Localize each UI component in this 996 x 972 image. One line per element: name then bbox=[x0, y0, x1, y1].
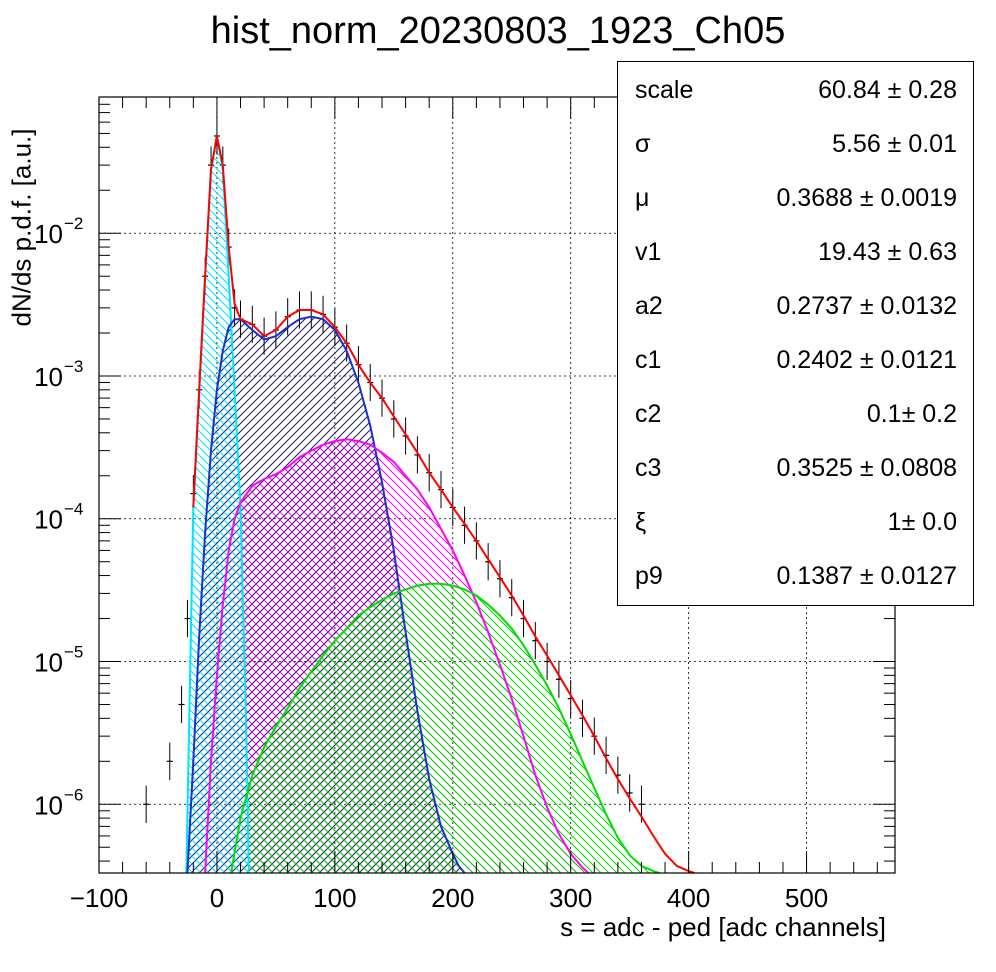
y-tick-label: 10 bbox=[34, 648, 63, 678]
stat-name: p9 bbox=[635, 562, 663, 590]
stat-row: a2 0.2737 ± 0.0132 bbox=[618, 278, 973, 332]
y-tick-exponent: −2 bbox=[64, 214, 83, 233]
y-tick-exponent: −3 bbox=[64, 357, 83, 376]
one-pe-curve bbox=[186, 315, 466, 874]
stat-value: 0.1± 0.2 bbox=[866, 400, 957, 428]
stat-row: v1 19.43 ± 0.63 bbox=[618, 224, 973, 278]
y-tick-label: 10 bbox=[34, 362, 63, 392]
stat-row: p9 0.1387 ± 0.0127 bbox=[618, 548, 973, 602]
stat-value: 0.2402 ± 0.0121 bbox=[776, 346, 957, 374]
stat-row: σ 5.56 ± 0.01 bbox=[618, 116, 973, 170]
y-tick-exponent: −6 bbox=[64, 785, 83, 804]
stat-value: 0.1387 ± 0.0127 bbox=[776, 562, 957, 590]
x-tick-label: 0 bbox=[210, 883, 224, 913]
stat-name: c3 bbox=[635, 454, 662, 482]
y-tick-label: 10 bbox=[34, 790, 63, 820]
three-pe-curve bbox=[230, 582, 660, 874]
stat-name: σ bbox=[635, 130, 651, 158]
x-tick-label: 200 bbox=[431, 883, 474, 913]
two-pe-curve bbox=[204, 438, 590, 874]
stat-value: 0.2737 ± 0.0132 bbox=[776, 292, 957, 320]
stat-name: a2 bbox=[635, 292, 663, 320]
x-tick-label: 300 bbox=[549, 883, 592, 913]
stat-value: 0.3688 ± 0.0019 bbox=[776, 184, 957, 212]
x-tick-label: 500 bbox=[785, 883, 828, 913]
stat-value: 1± 0.0 bbox=[887, 508, 957, 536]
stat-row: c2 0.1± 0.2 bbox=[618, 386, 973, 440]
stat-row: ξ 1± 0.0 bbox=[618, 494, 973, 548]
three-pe-fill bbox=[231, 583, 660, 873]
stat-name: scale bbox=[635, 76, 694, 104]
y-axis-label: dN/ds p.d.f. [a.u.] bbox=[6, 128, 37, 327]
y-tick-label: 10 bbox=[34, 219, 63, 249]
stat-row: μ 0.3688 ± 0.0019 bbox=[618, 170, 973, 224]
stat-name: c1 bbox=[635, 346, 662, 374]
stat-value: 5.56 ± 0.01 bbox=[832, 130, 957, 158]
x-axis-label: s = adc - ped [adc channels] bbox=[560, 912, 886, 942]
x-tick-label: 100 bbox=[313, 883, 356, 913]
stat-row: scale 60.84 ± 0.28 bbox=[618, 62, 973, 116]
fit-stats-box: scale 60.84 ± 0.28 σ 5.56 ± 0.01 μ 0.368… bbox=[617, 61, 974, 606]
stat-value: 19.43 ± 0.63 bbox=[818, 238, 957, 266]
chart-title: hist_norm_20230803_1923_Ch05 bbox=[210, 10, 786, 52]
stat-name: c2 bbox=[635, 400, 662, 428]
total-fit-curve bbox=[192, 135, 695, 874]
stat-name: ξ bbox=[635, 508, 647, 536]
stat-name: μ bbox=[635, 184, 650, 212]
pedestal-fill bbox=[186, 136, 249, 873]
stat-value: 0.3525 ± 0.0808 bbox=[776, 454, 957, 482]
x-tick-label: 400 bbox=[667, 883, 710, 913]
y-tick-exponent: −4 bbox=[64, 500, 83, 519]
y-tick-label: 10 bbox=[34, 505, 63, 535]
stat-value: 60.84 ± 0.28 bbox=[818, 76, 957, 104]
stat-row: c1 0.2402 ± 0.0121 bbox=[618, 332, 973, 386]
x-tick-label: −100 bbox=[70, 883, 129, 913]
stat-row: c3 0.3525 ± 0.0808 bbox=[618, 440, 973, 494]
stat-name: v1 bbox=[635, 238, 662, 266]
y-tick-exponent: −5 bbox=[64, 643, 83, 662]
